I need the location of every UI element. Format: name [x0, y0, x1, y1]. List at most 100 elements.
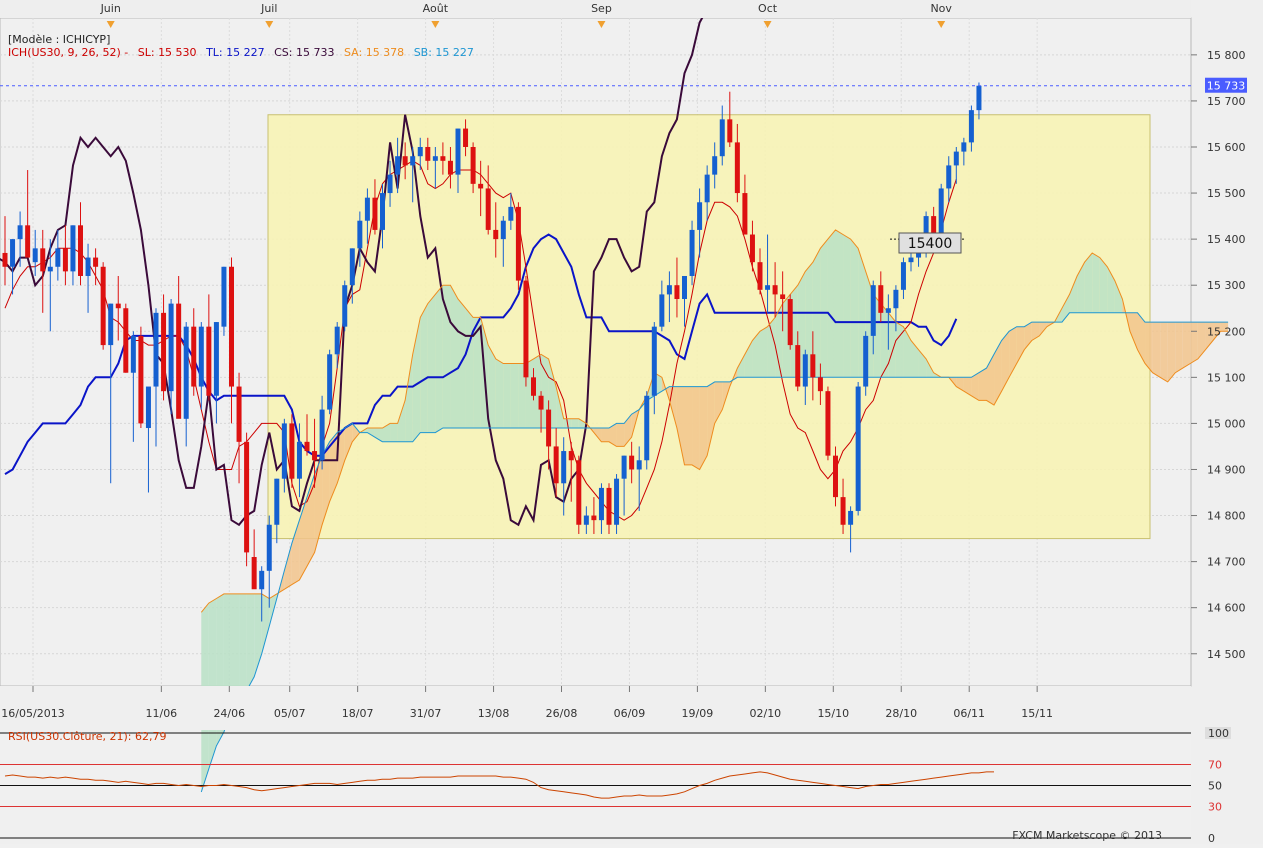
cloud-segment [1099, 257, 1108, 313]
cloud-segment [1175, 322, 1183, 373]
candle-body [878, 285, 884, 313]
cloud-segment [978, 368, 987, 401]
candle [236, 372, 242, 484]
candle-body [78, 225, 83, 276]
candle [576, 455, 582, 534]
x-tick-label: 28/10 [885, 707, 917, 720]
candle [55, 229, 61, 281]
candle [515, 202, 521, 290]
legend-prefix: ICH(US30, 9, 26, 52) - [8, 46, 128, 59]
candle [727, 91, 733, 147]
candle-body [598, 487, 604, 521]
annotation-15400[interactable]: 15400 [898, 232, 962, 254]
candle [463, 119, 469, 157]
candle [25, 170, 31, 258]
candle-body [70, 225, 76, 272]
cloud-segment [231, 593, 240, 710]
candle [780, 271, 786, 332]
candle [493, 202, 499, 258]
candle-body [606, 487, 612, 525]
candle-body [191, 326, 197, 387]
candle-body [447, 160, 453, 175]
candle-body [742, 193, 748, 235]
cloud-segment [926, 358, 934, 378]
cloud-segment [208, 598, 217, 769]
indicator-legend: ICH(US30, 9, 26, 52) - SL: 15 530 TL: 15… [8, 46, 474, 59]
candle [410, 146, 416, 203]
candle-body [470, 146, 476, 184]
candle [825, 386, 831, 461]
cloud-segment [284, 543, 292, 590]
month-label: Sep [591, 2, 612, 15]
candle [115, 275, 121, 341]
cloud-segment [1129, 312, 1138, 350]
x-tick-label: 18/07 [342, 707, 374, 720]
cloud-segment [390, 423, 398, 442]
cloud-segment [450, 285, 458, 429]
candle-body [364, 197, 370, 221]
candle [531, 368, 536, 401]
candle [840, 478, 846, 534]
x-tick-label: 13/08 [478, 707, 510, 720]
candle [70, 225, 76, 286]
candle [719, 105, 725, 166]
x-tick-label: 02/10 [749, 707, 781, 720]
candle-body [749, 234, 755, 263]
cloud-segment [367, 428, 375, 438]
y-tick-label: 14 500 [1207, 648, 1246, 661]
candle [251, 529, 257, 590]
cloud-segment [767, 317, 776, 378]
candle [546, 400, 552, 470]
candle-body [893, 289, 899, 309]
candle [878, 271, 884, 323]
candle-body [25, 225, 31, 258]
candle-body [40, 248, 46, 272]
candle [455, 128, 461, 194]
candle [478, 160, 484, 217]
cloud-segment [427, 294, 436, 433]
last-price-label: 15 733 [1207, 80, 1246, 93]
candle [870, 280, 876, 355]
cloud-segment [322, 441, 330, 525]
candle-body [870, 285, 876, 336]
candle-body [938, 188, 944, 244]
y-tick-label: 14 600 [1207, 602, 1246, 615]
cloud-segment [963, 377, 972, 396]
candle-body [176, 303, 182, 419]
candle [561, 437, 567, 516]
cloud-segment [435, 285, 443, 433]
cloud-segment [827, 229, 836, 378]
cloud-segment [254, 593, 262, 677]
candle [968, 105, 974, 152]
candle [334, 322, 340, 369]
series-line-sb [200, 312, 1229, 793]
rsi-axis-label: 70 [1208, 759, 1222, 772]
candle-body [319, 409, 325, 461]
candle [145, 386, 151, 493]
candle [614, 474, 620, 534]
cloud-segment [1167, 322, 1176, 382]
cloud-segment [1197, 322, 1206, 359]
candle [651, 322, 657, 415]
cloud-segment [1009, 326, 1017, 378]
cloud-segment [1190, 322, 1198, 364]
candle [296, 423, 302, 498]
candle [712, 142, 718, 189]
candle-body [968, 110, 974, 143]
y-tick-label: 15 500 [1207, 187, 1246, 200]
candle-body [833, 455, 838, 498]
cloud-segment [616, 423, 625, 447]
candle-body [161, 312, 167, 392]
candle-body [206, 326, 212, 396]
candle [689, 220, 695, 286]
candle-body [787, 299, 793, 346]
month-marker [937, 21, 946, 28]
candle-body [961, 142, 967, 152]
candle-body [546, 409, 552, 447]
candle [47, 239, 53, 332]
candle-body [395, 156, 401, 175]
cloud-segment [239, 593, 247, 700]
candle-body [817, 377, 823, 392]
candle-body [946, 165, 952, 189]
month-label: Nov [930, 2, 952, 15]
